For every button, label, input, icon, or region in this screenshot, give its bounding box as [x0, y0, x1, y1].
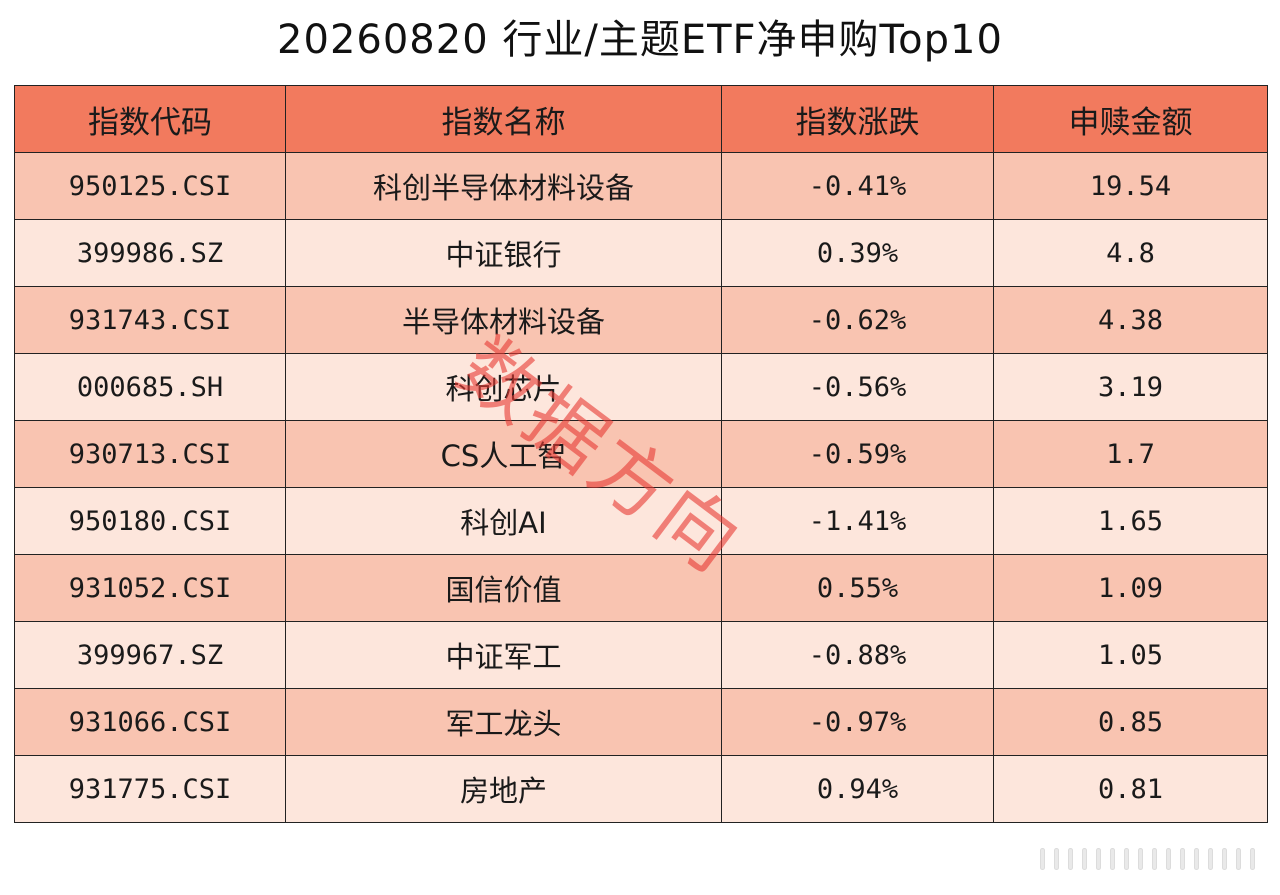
- page-indicator-bar: [1152, 848, 1157, 870]
- cell-index-code: 950180.CSI: [14, 487, 286, 555]
- cell-index-name: 科创AI: [285, 487, 722, 555]
- table-row: 930713.CSI CS人工智 -0.59% 1.7: [14, 420, 1268, 488]
- header-subscription-amount: 申赎金额: [993, 85, 1268, 153]
- cell-index-name: 军工龙头: [285, 688, 722, 756]
- table-header-row: 指数代码 指数名称 指数涨跌 申赎金额: [14, 85, 1268, 153]
- cell-subscription-amount: 1.65: [993, 487, 1268, 555]
- cell-index-code: 931743.CSI: [14, 286, 286, 354]
- cell-index-change: -1.41%: [721, 487, 994, 555]
- page-indicator-bar: [1068, 848, 1073, 870]
- cell-index-name: 房地产: [285, 755, 722, 823]
- page-indicator-bar: [1040, 848, 1045, 870]
- cell-index-code: 399986.SZ: [14, 219, 286, 287]
- page-indicator-bar: [1180, 848, 1185, 870]
- cell-index-change: -0.97%: [721, 688, 994, 756]
- cell-index-name: 中证军工: [285, 621, 722, 689]
- cell-subscription-amount: 3.19: [993, 353, 1268, 421]
- page-indicator-bar: [1166, 848, 1171, 870]
- cell-index-change: -0.62%: [721, 286, 994, 354]
- cell-index-name: 科创芯片: [285, 353, 722, 421]
- page-indicator-bar: [1096, 848, 1101, 870]
- page-title: 20260820 行业/主题ETF净申购Top10: [277, 17, 1003, 63]
- cell-index-code: 931052.CSI: [14, 554, 286, 622]
- cell-index-change: -0.41%: [721, 152, 994, 220]
- table-row: 931775.CSI 房地产 0.94% 0.81: [14, 755, 1268, 823]
- page-indicator-bar: [1194, 848, 1199, 870]
- cell-subscription-amount: 4.38: [993, 286, 1268, 354]
- cell-index-code: 950125.CSI: [14, 152, 286, 220]
- cell-index-code: 931775.CSI: [14, 755, 286, 823]
- cell-index-change: -0.59%: [721, 420, 994, 488]
- cell-index-change: -0.56%: [721, 353, 994, 421]
- page-indicator-bar: [1208, 848, 1213, 870]
- cell-subscription-amount: 1.7: [993, 420, 1268, 488]
- table-row: 000685.SH 科创芯片 -0.56% 3.19: [14, 353, 1268, 421]
- cell-index-change: -0.88%: [721, 621, 994, 689]
- table-row: 950180.CSI 科创AI -1.41% 1.65: [14, 487, 1268, 555]
- cell-index-name: 国信价值: [285, 554, 722, 622]
- page-indicator-bar: [1110, 848, 1115, 870]
- cell-index-name: CS人工智: [285, 420, 722, 488]
- cell-index-change: 0.94%: [721, 755, 994, 823]
- cell-subscription-amount: 0.85: [993, 688, 1268, 756]
- table-row: 950125.CSI 科创半导体材料设备 -0.41% 19.54: [14, 152, 1268, 220]
- header-index-change: 指数涨跌: [721, 85, 994, 153]
- table-row: 931743.CSI 半导体材料设备 -0.62% 4.38: [14, 286, 1268, 354]
- page-indicator-bar: [1124, 848, 1129, 870]
- cell-index-code: 931066.CSI: [14, 688, 286, 756]
- table-body: 950125.CSI 科创半导体材料设备 -0.41% 19.54 399986.SZ 中…: [14, 152, 1268, 823]
- cell-index-change: 0.39%: [721, 219, 994, 287]
- cell-index-name: 半导体材料设备: [285, 286, 722, 354]
- page-indicator-bar: [1222, 848, 1227, 870]
- cell-index-change: 0.55%: [721, 554, 994, 622]
- table-row: 931052.CSI 国信价值 0.55% 1.09: [14, 554, 1268, 622]
- cell-index-code: 000685.SH: [14, 353, 286, 421]
- page-indicator-bar: [1236, 848, 1241, 870]
- cell-index-name: 中证银行: [285, 219, 722, 287]
- page-indicator-bar: [1138, 848, 1143, 870]
- page-indicator: [1040, 848, 1255, 870]
- cell-index-code: 930713.CSI: [14, 420, 286, 488]
- table-row: 399986.SZ 中证银行 0.39% 4.8: [14, 219, 1268, 287]
- page-indicator-bar: [1250, 848, 1255, 870]
- cell-subscription-amount: 1.05: [993, 621, 1268, 689]
- cell-subscription-amount: 4.8: [993, 219, 1268, 287]
- page-indicator-bar: [1054, 848, 1059, 870]
- page-indicator-bar: [1082, 848, 1087, 870]
- table-row: 399967.SZ 中证军工 -0.88% 1.05: [14, 621, 1268, 689]
- header-index-name: 指数名称: [285, 85, 722, 153]
- cell-subscription-amount: 1.09: [993, 554, 1268, 622]
- cell-index-code: 399967.SZ: [14, 621, 286, 689]
- cell-subscription-amount: 19.54: [993, 152, 1268, 220]
- cell-subscription-amount: 0.81: [993, 755, 1268, 823]
- etf-top10-table: 指数代码 指数名称 指数涨跌 申赎金额 950125.CSI 科创半导体材料设备 -0.4…: [14, 85, 1268, 823]
- cell-index-name: 科创半导体材料设备: [285, 152, 722, 220]
- header-index-code: 指数代码: [14, 85, 286, 153]
- table-row: 931066.CSI 军工龙头 -0.97% 0.85: [14, 688, 1268, 756]
